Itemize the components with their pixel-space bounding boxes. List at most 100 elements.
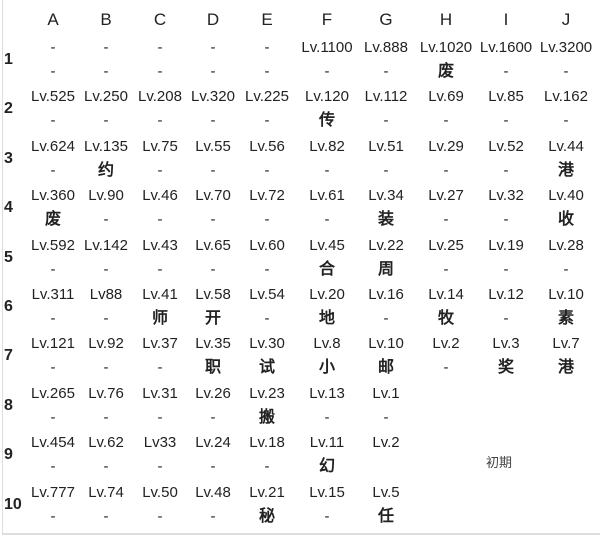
cell-level: Lv.2: [372, 434, 400, 452]
cell-level: Lv.8: [313, 335, 341, 353]
cell-tag: -: [563, 260, 569, 278]
cell-level: Lv.76: [88, 384, 124, 402]
cell-level: Lv.25: [428, 236, 464, 254]
cell-level: Lv33: [143, 434, 177, 452]
cell-tag: 小: [318, 359, 335, 377]
cell-tag: -: [50, 359, 56, 377]
cell-level: Lv.120: [305, 88, 349, 106]
cell-tag: -: [157, 408, 163, 426]
cell-level: Lv.50: [142, 483, 178, 501]
cell-level: Lv88: [89, 286, 123, 303]
cell-level: Lv.15: [309, 483, 345, 501]
row-label-9: 9: [4, 446, 13, 464]
cell-level: Lv.90: [88, 187, 124, 205]
cell-tag: -: [50, 63, 56, 80]
cell-level: Lv.75: [142, 137, 178, 155]
cell-level: Lv.65: [195, 236, 231, 254]
cell-level: Lv.3: [492, 335, 520, 353]
cell-level: Lv.51: [368, 137, 404, 155]
column-header-g: G: [379, 10, 393, 29]
cell-level: Lv.60: [249, 236, 285, 254]
cell-level: -: [264, 39, 270, 56]
cell-tag: -: [324, 211, 330, 229]
cell-level: Lv.19: [488, 236, 524, 254]
cell-tag: 合: [318, 260, 335, 278]
cell-tag: -: [443, 161, 449, 179]
cell-tag: 收: [557, 211, 574, 229]
cell-tag: -: [103, 359, 109, 377]
row-label-6: 6: [4, 298, 13, 315]
cell-level: Lv.360: [31, 187, 75, 205]
initial-note: 初期: [486, 456, 513, 471]
cell-tag: -: [103, 507, 109, 525]
cell-level: Lv.135: [84, 137, 128, 155]
cell-level: Lv.56: [249, 137, 285, 155]
cell-level: Lv.28: [548, 236, 584, 254]
column-header-e: E: [261, 10, 273, 29]
cell-tag: -: [264, 63, 270, 80]
cell-tag: 幻: [318, 458, 335, 476]
cell-level: Lv.30: [249, 335, 285, 353]
cell-tag: -: [324, 63, 330, 80]
cell-level: Lv.34: [368, 187, 404, 205]
cell-level: -: [50, 39, 56, 56]
cell-level: Lv.5: [372, 483, 400, 501]
cell-level: -: [103, 39, 109, 56]
row-label-8: 8: [4, 396, 13, 414]
cell-tag: -: [264, 211, 270, 229]
cell-level: Lv.52: [488, 137, 524, 155]
cell-level: Lv.1100: [301, 39, 353, 56]
column-header-b: B: [100, 10, 112, 29]
cell-level: Lv.62: [88, 434, 124, 452]
cell-tag: 邮: [377, 359, 394, 377]
cell-tag: -: [103, 458, 109, 476]
cell-level: Lv.21: [249, 483, 285, 501]
column-header-i: I: [503, 10, 509, 29]
cell-level: Lv.26: [195, 384, 231, 402]
cell-level: Lv.142: [84, 236, 128, 254]
cell-tag: -: [383, 310, 389, 327]
cell-tag: -: [443, 359, 449, 377]
cell-level: Lv.1600: [479, 39, 533, 56]
cell-tag: -: [157, 112, 163, 130]
cell-tag: -: [50, 507, 56, 525]
cell-level: Lv.72: [249, 187, 285, 205]
column-header-a: A: [47, 10, 59, 29]
cell-tag: -: [157, 63, 163, 80]
cell-tag: 废: [44, 211, 61, 229]
cell-tag: 废: [437, 63, 454, 80]
cell-level: Lv.31: [142, 384, 178, 402]
cell-level: Lv.24: [195, 434, 231, 452]
cell-tag: -: [157, 211, 163, 229]
cell-tag: 传: [318, 112, 335, 130]
cell-tag: 师: [151, 310, 168, 327]
cell-level: Lv.74: [88, 483, 124, 501]
cell-tag: -: [443, 260, 449, 278]
cell-tag: -: [383, 63, 389, 80]
cell-tag: -: [443, 211, 449, 229]
cell-tag: 约: [97, 161, 114, 179]
cell-level: Lv.40: [548, 187, 584, 205]
cell-level: Lv.3200: [539, 39, 593, 56]
cell-tag: -: [210, 408, 216, 426]
cell-tag: -: [503, 260, 509, 278]
cell-level: Lv.12: [488, 286, 524, 303]
cell-level: -: [157, 39, 163, 56]
cell-tag: -: [103, 408, 109, 426]
row-label-1: 1: [4, 51, 13, 68]
cell-level: Lv.55: [195, 137, 231, 155]
cell-level: Lv.888: [364, 39, 408, 56]
row-label-4: 4: [4, 199, 13, 217]
cell-tag: -: [563, 63, 569, 80]
cell-tag: -: [103, 112, 109, 130]
cell-tag: -: [210, 211, 216, 229]
cell-level: Lv.777: [31, 483, 75, 501]
cell-level: Lv.61: [309, 187, 345, 205]
cell-tag: 地: [318, 310, 335, 327]
row-label-2: 2: [4, 100, 13, 118]
cell-level: Lv.14: [428, 286, 464, 303]
cell-tag: 开: [204, 310, 221, 327]
cell-tag: -: [264, 260, 270, 278]
cell-tag: -: [324, 408, 330, 426]
cell-tag: -: [157, 507, 163, 525]
